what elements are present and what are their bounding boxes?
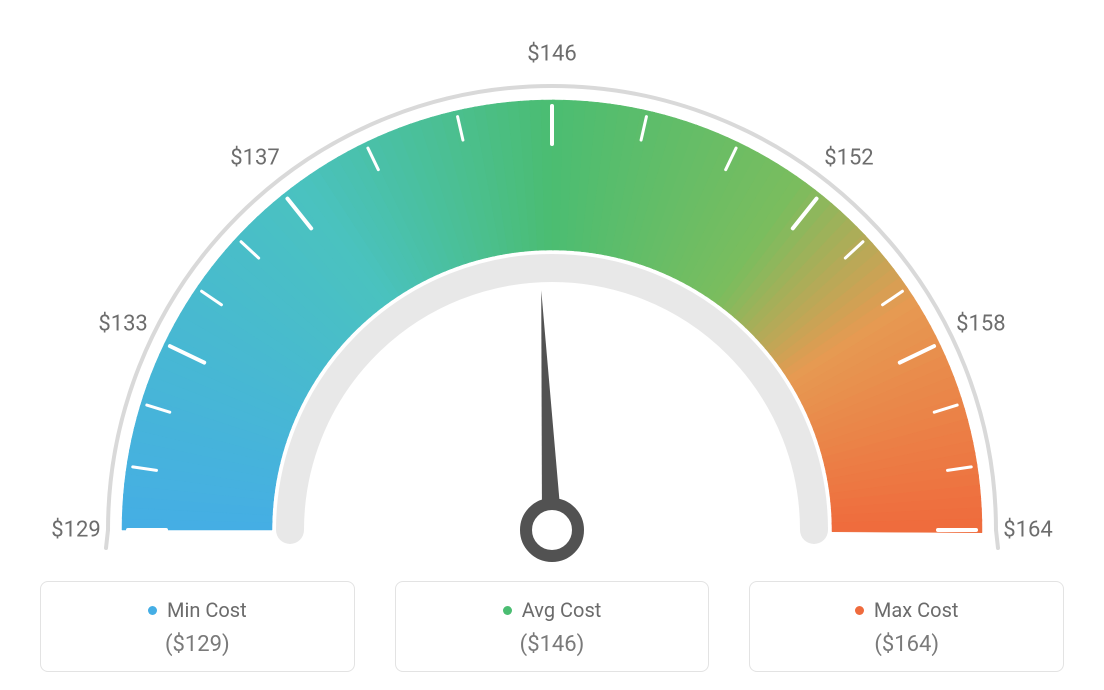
legend-value: ($146) bbox=[396, 632, 709, 657]
legend-label: Avg Cost bbox=[522, 598, 602, 622]
gauge-tick-label: $164 bbox=[1003, 518, 1052, 543]
legend-title-max: Max Cost bbox=[855, 598, 959, 622]
legend-title-avg: Avg Cost bbox=[503, 598, 602, 622]
dot-icon bbox=[148, 606, 157, 615]
legend-value: ($129) bbox=[41, 632, 354, 657]
legend-value: ($164) bbox=[750, 632, 1063, 657]
legend-title-min: Min Cost bbox=[148, 598, 247, 622]
dot-icon bbox=[503, 606, 512, 615]
legend-row: Min Cost ($129) Avg Cost ($146) Max Cost… bbox=[0, 581, 1104, 672]
gauge-tick-label: $158 bbox=[956, 311, 1005, 336]
legend-card-max: Max Cost ($164) bbox=[749, 581, 1064, 672]
dot-icon bbox=[855, 606, 864, 615]
legend-label: Max Cost bbox=[874, 598, 959, 622]
gauge-tick-label: $129 bbox=[51, 518, 100, 543]
gauge-tick-label: $152 bbox=[824, 145, 873, 170]
legend-card-min: Min Cost ($129) bbox=[40, 581, 355, 672]
gauge-chart: $129 $133 $137 $146 $152 $158 $164 bbox=[0, 0, 1104, 560]
legend-label: Min Cost bbox=[167, 598, 247, 622]
gauge-tick-label: $137 bbox=[230, 145, 279, 170]
gauge-svg bbox=[0, 10, 1104, 570]
gauge-tick-label: $146 bbox=[527, 42, 576, 67]
legend-card-avg: Avg Cost ($146) bbox=[395, 581, 710, 672]
gauge-tick-label: $133 bbox=[98, 311, 147, 336]
